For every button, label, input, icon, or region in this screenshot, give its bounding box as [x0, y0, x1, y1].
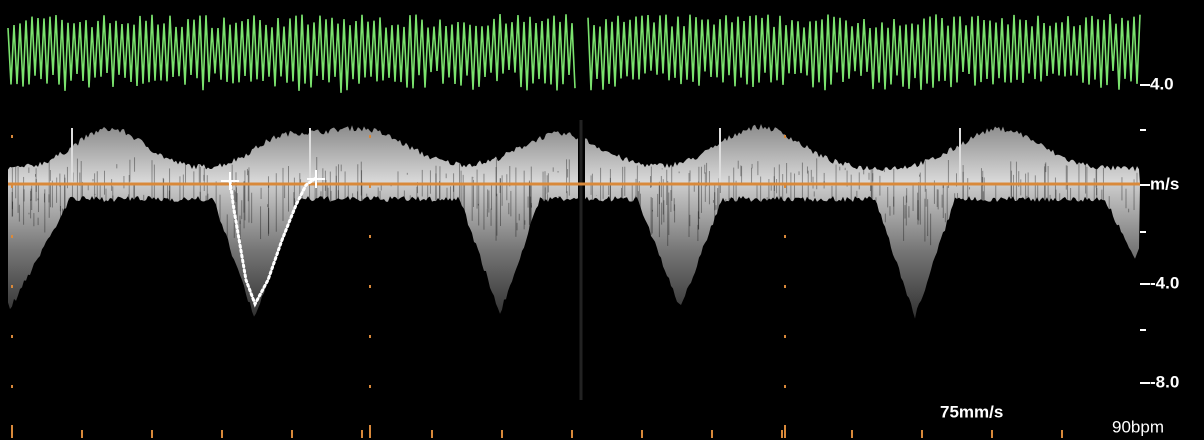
- scale-label: 4.0: [1150, 74, 1174, 93]
- scale-label: -4.0: [1150, 273, 1179, 292]
- page: 4.0 m/s -4.0 -8.0 75mm/s 90bpm (() => { …: [0, 0, 1204, 440]
- scale-label: -8.0: [1150, 372, 1179, 391]
- doppler-screen: 4.0 m/s -4.0 -8.0 75mm/s 90bpm: [0, 0, 1204, 440]
- scale-label: m/s: [1150, 174, 1179, 193]
- heart-rate: 90bpm: [1112, 417, 1164, 436]
- sweep-speed: 75mm/s: [940, 402, 1003, 421]
